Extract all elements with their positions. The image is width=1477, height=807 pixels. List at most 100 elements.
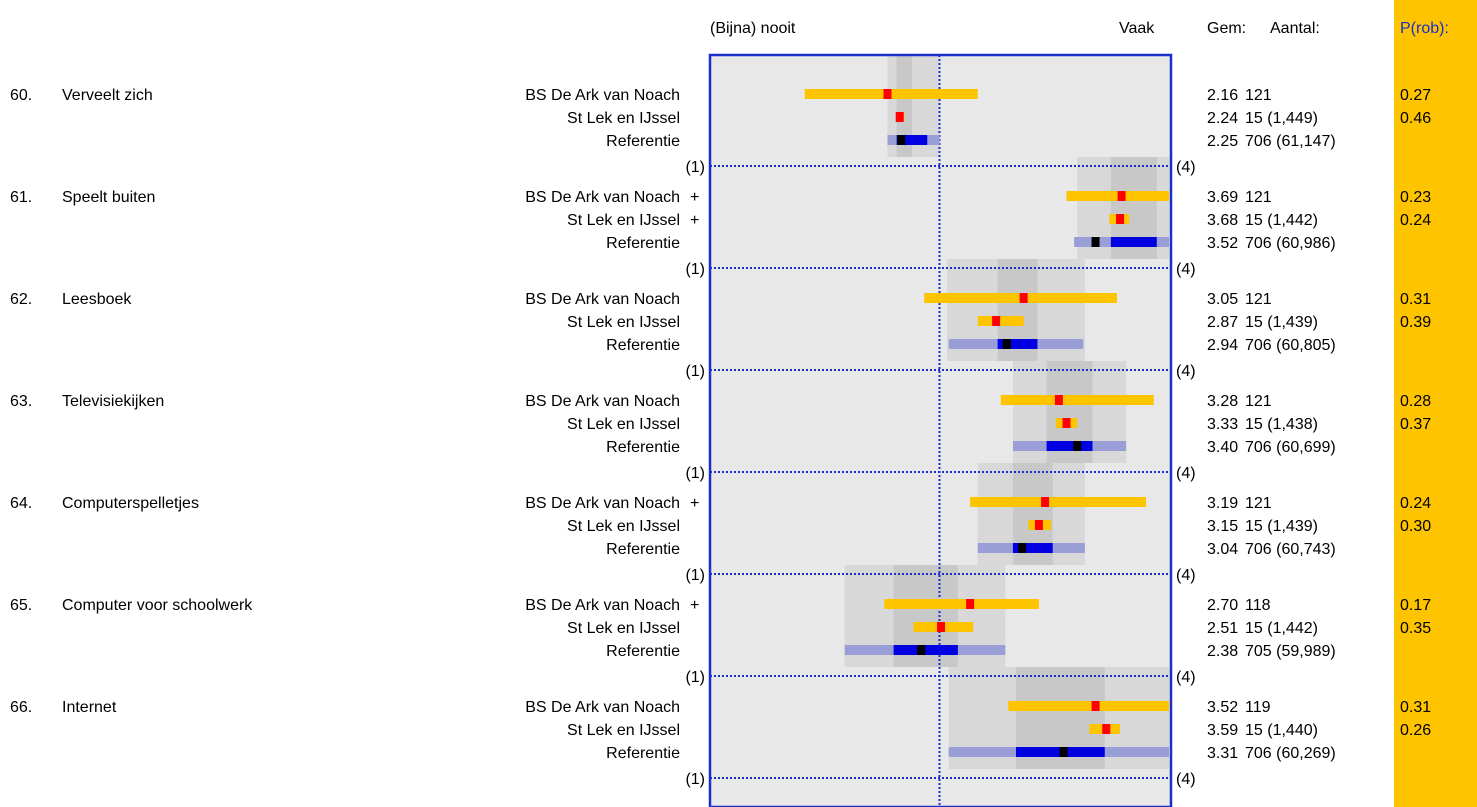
data-row <box>977 316 1024 326</box>
ref-inner-bar <box>893 645 958 655</box>
scale-min-label: (1) <box>685 159 705 176</box>
row-mean: 2.51 <box>1207 620 1238 637</box>
row-prob: 0.24 <box>1400 212 1431 229</box>
ref-mean-point <box>1002 339 1011 349</box>
school-mean-point <box>966 599 975 609</box>
scale-min-label: (1) <box>685 465 705 482</box>
row-mean: 3.52 <box>1207 699 1238 716</box>
ref-mean-point <box>917 645 926 655</box>
row-count: 705 (59,989) <box>1245 643 1336 660</box>
ref-mean-point <box>1059 747 1068 757</box>
school-mean-point <box>895 112 904 122</box>
row-prob: 0.27 <box>1400 87 1431 104</box>
row-prob: 0.39 <box>1400 314 1431 331</box>
row-name: BS De Ark van Noach <box>525 189 680 206</box>
row-count: 15 (1,442) <box>1245 620 1318 637</box>
row-mean: 3.19 <box>1207 495 1238 512</box>
row-count: 15 (1,438) <box>1245 416 1318 433</box>
row-count: 706 (61,147) <box>1245 133 1336 150</box>
row-name: BS De Ark van Noach <box>525 597 680 614</box>
row-count: 15 (1,440) <box>1245 722 1318 739</box>
row-marker: + <box>690 189 699 206</box>
row-name: BS De Ark van Noach <box>525 495 680 512</box>
scale-max-label: (4) <box>1176 363 1196 380</box>
plot-frame <box>708 53 1173 807</box>
row-prob: 0.31 <box>1400 291 1431 308</box>
row-count: 15 (1,442) <box>1245 212 1318 229</box>
scale-max-label: (4) <box>1176 159 1196 176</box>
row-mean: 3.15 <box>1207 518 1238 535</box>
item-number: 63. <box>10 393 32 410</box>
data-row <box>1012 441 1127 451</box>
scale-max-label: (4) <box>1176 465 1196 482</box>
row-name: St Lek en IJssel <box>567 416 680 433</box>
data-row <box>1008 701 1169 711</box>
row-prob: 0.17 <box>1400 597 1431 614</box>
row-mean: 3.33 <box>1207 416 1238 433</box>
school-mean-point <box>937 622 946 632</box>
item-label: Internet <box>62 699 117 716</box>
school-mean-point <box>1034 520 1043 530</box>
data-row <box>884 599 1039 609</box>
item-label: Speelt buiten <box>62 189 155 206</box>
data-row <box>1000 395 1154 405</box>
row-marker: + <box>690 212 699 229</box>
row-marker: + <box>690 495 699 512</box>
row-mean: 2.25 <box>1207 133 1238 150</box>
row-mean: 3.04 <box>1207 541 1238 558</box>
ref-inner-bar <box>896 135 928 145</box>
data-row <box>844 645 1006 655</box>
data-row <box>1089 724 1121 734</box>
row-count: 706 (60,805) <box>1245 337 1336 354</box>
row-name: BS De Ark van Noach <box>525 393 680 410</box>
data-row <box>977 543 1085 553</box>
row-mean: 3.05 <box>1207 291 1238 308</box>
row-mean: 2.87 <box>1207 314 1238 331</box>
row-mean: 2.70 <box>1207 597 1238 614</box>
row-mean: 2.24 <box>1207 110 1238 127</box>
data-row <box>895 112 905 122</box>
item-label: Computer voor schoolwerk <box>62 597 253 614</box>
item-number: 60. <box>10 87 32 104</box>
row-count: 118 <box>1245 597 1271 614</box>
ref-mean-point <box>1018 543 1027 553</box>
ref-inner-bar <box>1046 441 1093 451</box>
row-mean: 3.40 <box>1207 439 1238 456</box>
row-name: BS De Ark van Noach <box>525 291 680 308</box>
data-row <box>913 622 974 632</box>
data-row <box>887 135 940 145</box>
row-name: Referentie <box>606 235 680 252</box>
row-count: 706 (60,986) <box>1245 235 1336 252</box>
row-count: 15 (1,449) <box>1245 110 1318 127</box>
prob-column <box>1394 0 1477 807</box>
header-high-label: Vaak <box>1119 20 1155 37</box>
school-mean-point <box>1117 191 1126 201</box>
data-row <box>1066 191 1169 201</box>
data-row <box>1074 237 1169 247</box>
row-mean: 2.38 <box>1207 643 1238 660</box>
row-prob: 0.35 <box>1400 620 1431 637</box>
scale-max-label: (4) <box>1176 669 1196 686</box>
row-marker: + <box>690 597 699 614</box>
row-prob: 0.28 <box>1400 393 1431 410</box>
row-mean: 3.68 <box>1207 212 1238 229</box>
ref-inner-bar <box>1110 237 1157 247</box>
row-prob: 0.30 <box>1400 518 1431 535</box>
row-count: 121 <box>1245 495 1272 512</box>
ref-inner-bar <box>997 339 1038 349</box>
data-row <box>948 339 1084 349</box>
scale-min-label: (1) <box>685 669 705 686</box>
row-count: 121 <box>1245 189 1272 206</box>
item-number: 64. <box>10 495 32 512</box>
scale-min-label: (1) <box>685 363 705 380</box>
scale-min-label: (1) <box>685 771 705 788</box>
row-mean: 3.52 <box>1207 235 1238 252</box>
header-low-label: (Bijna) nooit <box>710 20 796 37</box>
item-label: Televisiekijken <box>62 393 164 410</box>
row-mean: 3.31 <box>1207 745 1238 762</box>
item-number: 61. <box>10 189 32 206</box>
row-prob: 0.24 <box>1400 495 1431 512</box>
school-mean-point <box>1019 293 1028 303</box>
scale-max-label: (4) <box>1176 771 1196 788</box>
